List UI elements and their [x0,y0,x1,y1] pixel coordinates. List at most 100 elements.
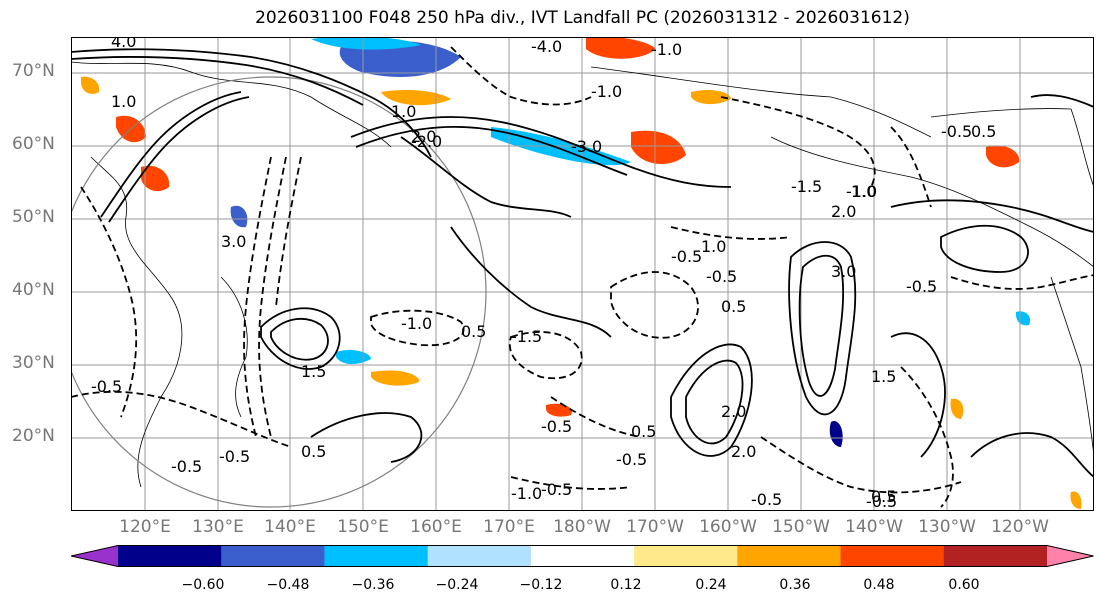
map-title: 2026031100 F048 250 hPa div., IVT Landfa… [255,8,910,28]
contour-line [510,476,632,490]
coastline [71,61,392,148]
contour-label: -0.5 [541,480,572,499]
lat-label-70n: 70°N [12,61,55,81]
shade-patch [336,349,371,365]
region-circle [71,76,487,508]
contour-label: 2.0 [731,442,756,461]
contour-line [275,156,302,308]
contour-line [258,156,287,438]
lon-label-180w: 180°W [553,517,611,537]
shade-patch [586,37,656,59]
contour-line [685,359,744,445]
colorbar-cell [221,545,325,567]
colorbar-extend-low [71,545,118,567]
shade-patch [81,76,100,94]
lat-label-20n: 20°N [12,426,55,446]
contour-label: -0.5 [906,277,937,296]
contour-line [355,126,628,176]
contour-line [720,96,876,188]
colorbar-cell [737,545,842,567]
contour-label: -0.5 [751,490,782,509]
colorbar-cells [71,545,1094,567]
contour-label: 0.5 [871,487,896,506]
contour-label: 1.0 [391,102,416,121]
lon-label-160w: 160°W [699,517,757,537]
contour-label: 0.5 [971,122,996,141]
colorbar-tick: −0.24 [435,577,479,593]
map-frame [71,37,1094,511]
lon-label-150e: 150°E [337,517,389,537]
shade-patch [950,398,964,419]
colorbar-extend-high [1047,545,1094,567]
contour-label: -2.0 [411,132,442,151]
contour-label: 4.0 [111,37,136,51]
lon-label-130e: 130°E [192,517,244,537]
lon-label-150w: 150°W [772,517,830,537]
contour-label: 1.5 [871,367,896,386]
contour-label: -1.0 [846,182,877,201]
contour-label: -4.0 [531,37,562,56]
colorbar-tick: −0.48 [266,577,310,593]
shade-patch [339,40,461,77]
colorbar-tick: −0.60 [181,577,225,593]
contour-label: -1.0 [591,82,622,101]
contour-label: 3.0 [831,262,856,281]
contour-label: -0.5 [171,457,202,476]
colorbar-outline [71,545,1094,567]
colorbar-cell [324,545,429,567]
colorbar-tick: 0.24 [695,577,727,593]
positive-contours [71,48,1094,478]
shade-patch [829,421,843,447]
shade-patch [1015,311,1031,326]
contour-line [270,317,329,361]
contour-label: -0.5 [706,267,737,286]
contour-label: -0.5 [91,377,122,396]
shade-patch [986,145,1020,168]
colorbar-cell [943,545,1048,567]
contour-label: 2.0 [721,402,746,421]
colorbar-tick: −0.12 [519,577,563,593]
contour-labels: -0.5 -0.5 -0.5 -0.5 -0.5 -0.5 -0.5 -0.5 … [91,37,996,511]
contour-line [890,126,932,208]
contour-label: -1.0 [401,314,432,333]
shade-patch [311,37,421,50]
lon-label-160e: 160°E [410,517,462,537]
shade-patch [381,89,451,106]
contour-label: -1.0 [511,484,542,503]
lat-label-40n: 40°N [12,280,55,300]
map-canvas: -0.5 -0.5 -0.5 -0.5 -0.5 -0.5 -0.5 -0.5 … [71,37,1094,511]
lon-label-130w: 130°W [918,517,976,537]
contour-label: -1.0 [651,40,682,59]
coastline [1050,276,1094,458]
contour-line [788,241,857,416]
shade-patch [691,89,731,105]
contour-label: 0.5 [631,422,656,441]
colorbar-tick: 0.48 [863,577,895,593]
contour-line [100,91,242,218]
contour-line [310,412,423,463]
coastline [770,136,1094,268]
contour-line [900,366,954,508]
colorbar-tick: −0.36 [351,577,395,593]
contour-label: -0.5 [541,417,572,436]
contour-line [610,271,699,339]
lon-label-170e: 170°E [483,517,535,537]
contour-line [400,136,572,218]
lon-label-140e: 140°E [264,517,316,537]
contour-label: -0.5 [616,450,647,469]
contour-label: 0.5 [301,442,326,461]
contour-line [950,274,1094,290]
shade-patch [631,130,686,165]
contour-label: -0.5 [671,247,702,266]
contour-line [1030,94,1094,108]
lon-label-120w: 120°W [991,517,1049,537]
shade-patch [1070,491,1082,509]
contour-line [760,436,962,494]
colorbar-cell [118,545,222,567]
contour-label: 1.0 [111,92,136,111]
colorbar-tick: 0.60 [948,577,980,593]
contour-line [890,332,946,458]
contour-label: -0.5 [941,122,972,141]
lat-label-60n: 60°N [12,134,55,154]
colorbar-cell [530,545,635,567]
